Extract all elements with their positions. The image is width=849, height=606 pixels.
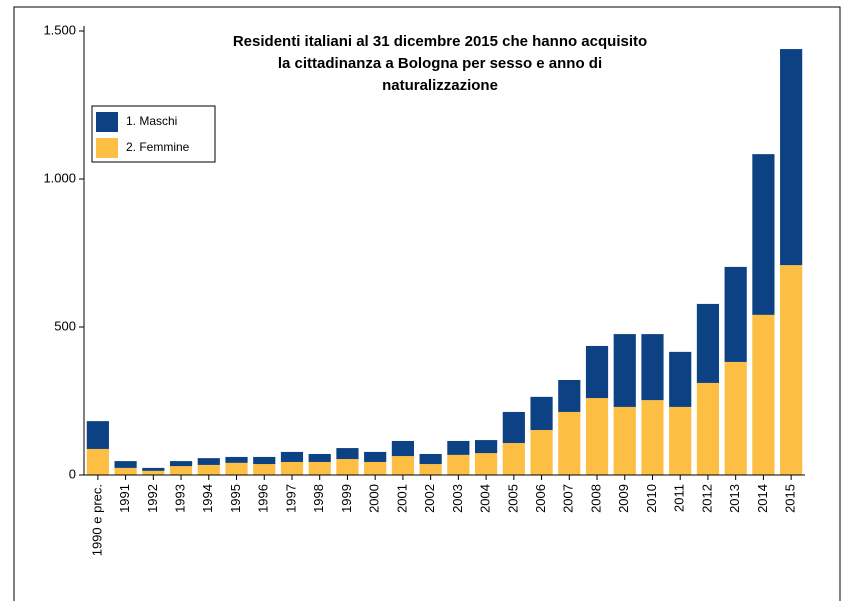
x-tick-label: 2006: [533, 484, 548, 513]
bar: [364, 461, 387, 475]
bar: [280, 461, 304, 475]
bar: [669, 406, 692, 475]
bar: [308, 461, 331, 475]
bar: [419, 464, 442, 475]
bar: [197, 464, 220, 475]
bar: [86, 421, 109, 449]
bar: [641, 334, 664, 401]
bar: [391, 456, 414, 475]
legend-label: 1. Maschi: [126, 114, 177, 128]
bar: [336, 459, 359, 475]
x-tick-label: 1997: [283, 484, 298, 513]
bar: [696, 382, 720, 475]
bar: [558, 379, 581, 412]
bar: [724, 266, 747, 362]
bar: [752, 314, 775, 475]
x-tick-label: 1995: [228, 484, 243, 513]
bar: [419, 453, 442, 465]
y-tick-label: 0: [69, 466, 76, 481]
bar: [225, 462, 248, 475]
bar: [613, 334, 636, 407]
bar: [364, 451, 387, 462]
bar: [142, 467, 165, 471]
bar: [724, 361, 747, 475]
y-tick-label: 1.500: [43, 22, 76, 37]
x-tick-label: 1996: [256, 484, 271, 513]
x-tick-label: 1990 e prec.: [89, 484, 104, 556]
bar: [780, 49, 803, 266]
x-tick-label: 2004: [478, 484, 493, 513]
x-tick-label: 2009: [616, 484, 631, 513]
x-tick-label: 2003: [450, 484, 465, 513]
chart-title: la cittadinanza a Bologna per sesso e an…: [278, 55, 602, 72]
bar: [585, 398, 609, 475]
x-tick-label: 2007: [561, 484, 576, 513]
bar: [253, 456, 276, 465]
bar: [585, 345, 609, 399]
bar: [391, 440, 414, 457]
bar: [613, 406, 636, 475]
bar: [696, 303, 720, 383]
x-tick-label: 2001: [394, 484, 409, 513]
x-tick-label: 1994: [200, 484, 215, 513]
bar: [530, 430, 553, 475]
bar: [169, 466, 193, 475]
bar: [197, 458, 220, 465]
bar: [142, 470, 165, 475]
bar: [169, 461, 193, 467]
bar: [114, 467, 137, 475]
x-tick-label: 2015: [783, 484, 798, 513]
x-tick-label: 1992: [145, 484, 160, 513]
x-tick-label: 2011: [672, 484, 687, 512]
bar: [502, 443, 525, 475]
x-tick-label: 2002: [422, 484, 437, 513]
bar: [280, 451, 304, 462]
bar: [780, 265, 803, 475]
x-tick-label: 2013: [727, 484, 742, 513]
x-tick-label: 2008: [588, 484, 603, 513]
x-tick-label: 1991: [117, 484, 132, 513]
bar: [669, 351, 692, 407]
bar: [225, 456, 248, 463]
x-tick-label: 2005: [505, 484, 520, 513]
bar: [475, 453, 498, 475]
y-tick-label: 500: [54, 318, 76, 333]
x-tick-label: 1998: [311, 484, 326, 513]
bar: [114, 461, 137, 468]
bar: [752, 154, 775, 315]
legend-swatch: [96, 138, 118, 158]
bar: [558, 411, 581, 475]
bar: [502, 411, 525, 444]
bar: [530, 396, 553, 431]
y-tick-label: 1.000: [43, 170, 76, 185]
bar: [253, 464, 276, 475]
x-tick-label: 1999: [339, 484, 354, 513]
bar: [475, 440, 498, 454]
x-tick-label: 1993: [172, 484, 187, 513]
legend-label: 2. Femmine: [126, 140, 190, 154]
bar: [308, 453, 331, 462]
chart-title: naturalizzazione: [382, 77, 498, 94]
bar: [336, 448, 359, 460]
bar: [447, 454, 470, 475]
bar: [86, 448, 109, 475]
x-tick-label: 2012: [699, 484, 714, 513]
x-tick-label: 2000: [367, 484, 382, 513]
x-tick-label: 2014: [755, 484, 770, 513]
x-tick-label: 2010: [644, 484, 659, 513]
bar: [641, 400, 664, 475]
frame: [13, 6, 841, 606]
chart-title: Residenti italiani al 31 dicembre 2015 c…: [233, 33, 647, 50]
legend-swatch: [96, 112, 118, 132]
bar: [447, 440, 470, 455]
